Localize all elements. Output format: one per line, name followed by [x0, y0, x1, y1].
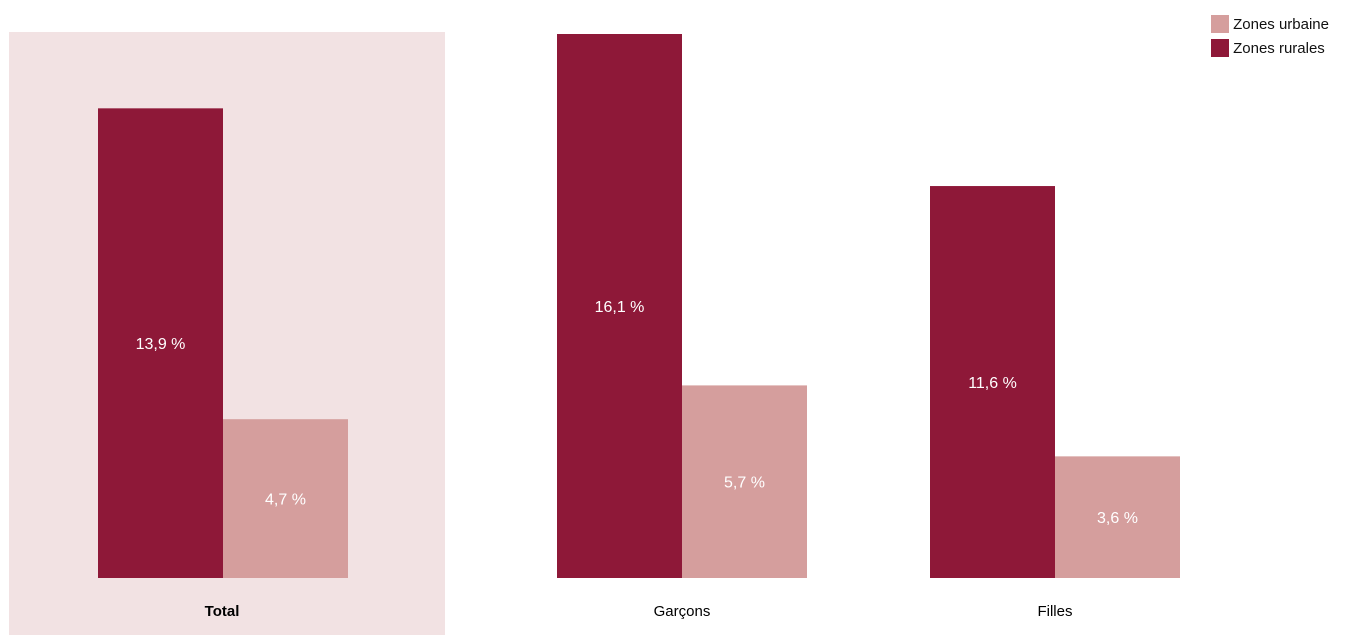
- bar-value-label-urban-1: 5,7 %: [724, 475, 765, 492]
- bar-urban-0: [223, 419, 348, 578]
- legend: Zones urbaine Zones rurales: [1211, 12, 1329, 60]
- bar-value-label-rural-0: 13,9 %: [136, 336, 186, 353]
- legend-item-rural: Zones rurales: [1211, 36, 1329, 60]
- bar-value-label-urban-0: 4,7 %: [265, 492, 306, 509]
- bar-labels-group: 13,9 % 4,7 % 16,1 % 5,7 % 11,6 % 3,6 %: [136, 299, 1138, 527]
- category-label-0: Total: [205, 603, 240, 620]
- bar-urban-1: [682, 385, 807, 578]
- category-label-2: Filles: [1037, 603, 1072, 620]
- category-labels-group: Total Garçons Filles: [205, 603, 1073, 620]
- bar-value-label-urban-2: 3,6 %: [1097, 510, 1138, 527]
- bar-urban-2: [1055, 456, 1180, 578]
- bar-rural-2: [930, 186, 1055, 578]
- legend-swatch-urban: [1211, 15, 1230, 33]
- bars-group: [98, 34, 1180, 579]
- legend-label-rural: Zones rurales: [1233, 39, 1325, 57]
- category-label-1: Garçons: [654, 603, 711, 620]
- bar-rural-0: [98, 108, 223, 579]
- bar-value-label-rural-2: 11,6 %: [968, 375, 1017, 392]
- legend-item-urban: Zones urbaine: [1211, 12, 1329, 36]
- bar-value-label-rural-1: 16,1 %: [595, 299, 645, 316]
- legend-swatch-rural: [1211, 39, 1230, 57]
- bar-rural-1: [557, 34, 682, 578]
- legend-label-urban: Zones urbaine: [1233, 15, 1329, 33]
